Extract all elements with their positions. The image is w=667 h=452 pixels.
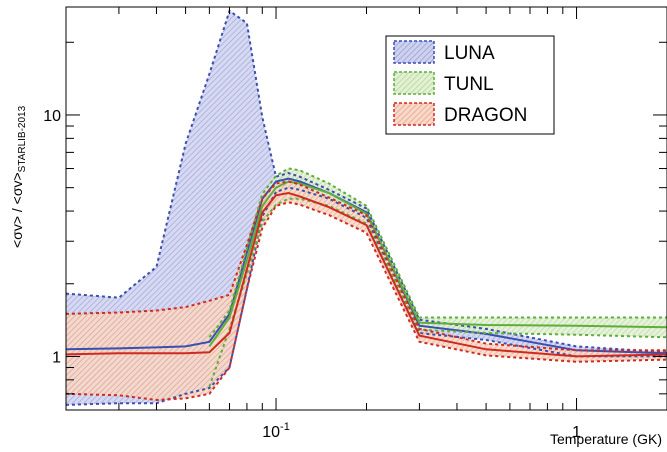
legend-swatch-luna <box>393 40 435 64</box>
y-axis-title-sub: STARLIB-2013 <box>17 105 28 172</box>
dragon-central-line <box>66 191 667 358</box>
legend: LUNA TUNL DRAGON <box>385 35 555 135</box>
lines-layer <box>66 9 667 406</box>
x-tick-label: 1 <box>572 424 581 441</box>
dragon-lower-line <box>66 201 667 402</box>
tunl-central-line <box>208 180 667 347</box>
svg-text:<σv> / <σv>STARLIB-2013: <σv> / <σv>STARLIB-2013 <box>9 105 28 248</box>
y-tick-label: 1 <box>52 349 61 366</box>
x-axis-title: Temperature (GK) <box>550 431 662 447</box>
tunl-upper-line <box>208 167 667 338</box>
legend-label-tunl: TUNL <box>444 74 494 95</box>
legend-label-luna: LUNA <box>444 43 495 64</box>
dragon-upper-line <box>66 180 667 352</box>
tunl-band <box>209 168 667 387</box>
y-tick-label: 10 <box>43 108 61 125</box>
luna-central-line <box>66 177 667 355</box>
ticks-layer: 10-1 1 1 10 <box>43 7 667 441</box>
x-tick-label: 10-1 <box>262 421 290 441</box>
legend-swatch-dragon <box>393 102 435 126</box>
y-axis-title-main: <σv> / <σv> <box>9 172 25 248</box>
luna-lower-line <box>66 186 667 406</box>
y-axis-title: <σv> / <σv>STARLIB-2013 <box>9 105 28 248</box>
legend-label-dragon: DRAGON <box>444 105 527 126</box>
legend-swatch-tunl <box>393 71 435 95</box>
